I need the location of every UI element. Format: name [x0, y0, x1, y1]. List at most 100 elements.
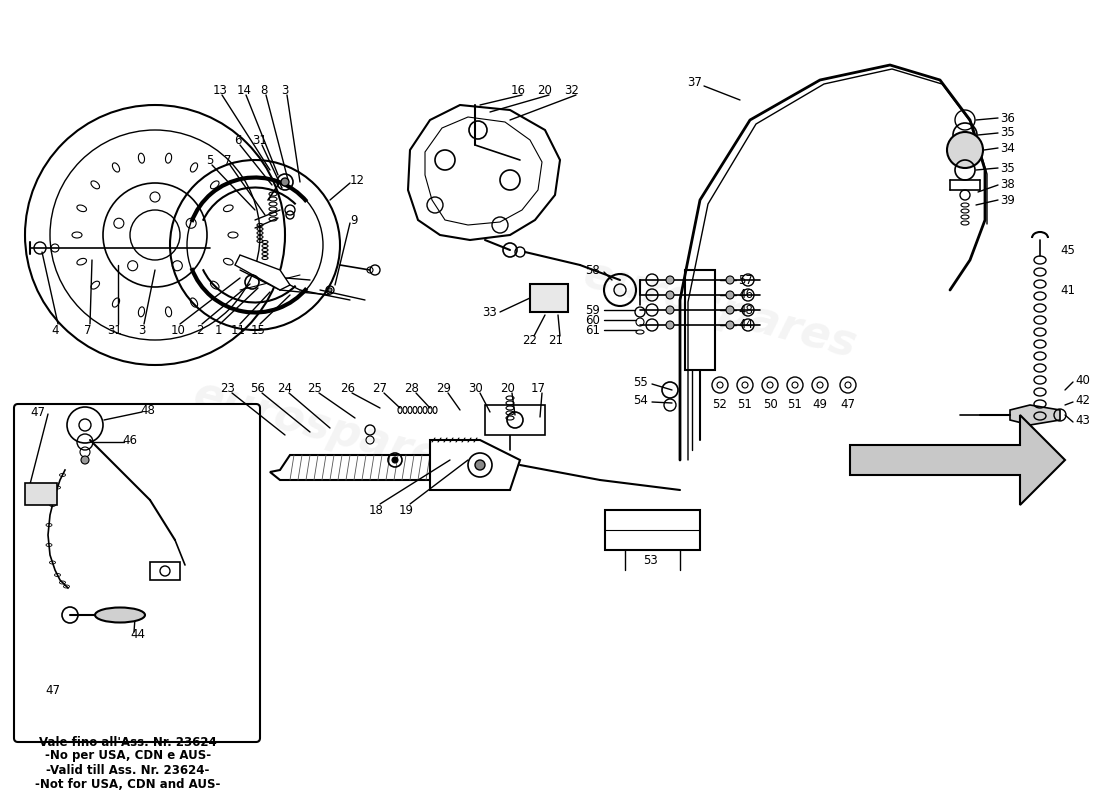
Circle shape [666, 291, 674, 299]
Text: 31: 31 [253, 134, 267, 146]
Text: 51: 51 [738, 398, 752, 411]
Text: 60: 60 [585, 314, 600, 326]
Text: 3: 3 [282, 83, 288, 97]
Text: 3: 3 [139, 323, 145, 337]
Text: 42: 42 [1075, 394, 1090, 406]
Text: -Not for USA, CDN and AUS-: -Not for USA, CDN and AUS- [35, 778, 221, 790]
Text: 7: 7 [224, 154, 232, 166]
Text: 35: 35 [1000, 162, 1014, 174]
Circle shape [666, 276, 674, 284]
Text: 6: 6 [234, 134, 242, 146]
Circle shape [666, 321, 674, 329]
Text: eurospares: eurospares [579, 253, 861, 367]
Circle shape [726, 291, 734, 299]
Text: 39: 39 [1000, 194, 1015, 206]
Text: 44: 44 [738, 318, 754, 331]
Text: 37: 37 [688, 75, 703, 89]
Ellipse shape [95, 607, 145, 622]
Text: 9: 9 [350, 214, 358, 226]
Polygon shape [235, 255, 290, 290]
Text: 43: 43 [1075, 414, 1090, 426]
Text: 46: 46 [738, 289, 754, 302]
Text: -No per USA, CDN e AUS-: -No per USA, CDN e AUS- [45, 750, 211, 762]
Text: 29: 29 [437, 382, 451, 394]
Polygon shape [485, 405, 544, 435]
Text: 58: 58 [585, 263, 600, 277]
Circle shape [726, 306, 734, 314]
Text: 36: 36 [1000, 111, 1015, 125]
Text: 41: 41 [1060, 283, 1075, 297]
Text: 47: 47 [30, 406, 45, 418]
Text: 10: 10 [170, 323, 186, 337]
Text: 52: 52 [713, 398, 727, 411]
Text: 54: 54 [634, 394, 648, 406]
Text: 48: 48 [141, 403, 155, 417]
Bar [25, 483, 57, 505]
Text: 31: 31 [108, 323, 122, 337]
Text: 38: 38 [1000, 178, 1014, 191]
Circle shape [81, 456, 89, 464]
Circle shape [475, 460, 485, 470]
Text: 33: 33 [483, 306, 497, 318]
Polygon shape [270, 455, 440, 480]
Text: 15: 15 [251, 323, 265, 337]
Text: 30: 30 [469, 382, 483, 394]
Text: 5: 5 [207, 154, 213, 166]
Circle shape [328, 288, 332, 292]
Text: 32: 32 [564, 83, 580, 97]
Text: 4: 4 [52, 323, 58, 337]
Polygon shape [685, 270, 715, 370]
Text: 12: 12 [350, 174, 365, 186]
Bar [530, 284, 568, 312]
Text: 19: 19 [398, 503, 414, 517]
Polygon shape [1010, 405, 1060, 425]
Text: 2: 2 [196, 323, 204, 337]
Circle shape [726, 321, 734, 329]
Text: 20: 20 [538, 83, 552, 97]
Text: 13: 13 [212, 83, 228, 97]
Text: 55: 55 [634, 375, 648, 389]
Text: 47: 47 [840, 398, 856, 411]
Text: -Valid till Ass. Nr. 23624-: -Valid till Ass. Nr. 23624- [46, 763, 210, 777]
Text: 53: 53 [642, 554, 658, 566]
Text: 18: 18 [368, 503, 384, 517]
Circle shape [392, 457, 398, 463]
Circle shape [947, 132, 983, 168]
Text: 46: 46 [122, 434, 138, 446]
Text: 11: 11 [231, 323, 245, 337]
Text: 14: 14 [236, 83, 252, 97]
Text: 26: 26 [341, 382, 355, 394]
Text: 44: 44 [130, 629, 145, 642]
Text: 25: 25 [308, 382, 322, 394]
Text: 51: 51 [788, 398, 802, 411]
Text: 27: 27 [373, 382, 387, 394]
Text: 50: 50 [762, 398, 778, 411]
Text: 57: 57 [738, 274, 752, 286]
Text: 47: 47 [45, 683, 60, 697]
Text: 28: 28 [405, 382, 419, 394]
Text: 1: 1 [214, 323, 222, 337]
Text: eurospares: eurospares [188, 373, 472, 487]
Text: 23: 23 [221, 382, 235, 394]
Text: 21: 21 [549, 334, 563, 346]
Text: 56: 56 [251, 382, 265, 394]
Text: 48: 48 [738, 303, 752, 317]
Text: 8: 8 [261, 83, 267, 97]
Circle shape [280, 178, 289, 186]
Text: 20: 20 [500, 382, 516, 394]
Text: 59: 59 [585, 303, 600, 317]
Text: 45: 45 [1060, 243, 1075, 257]
Circle shape [726, 276, 734, 284]
Text: -Vale fino all'Ass. Nr. 23624-: -Vale fino all'Ass. Nr. 23624- [35, 735, 221, 749]
Text: 40: 40 [1075, 374, 1090, 386]
Text: 24: 24 [277, 382, 293, 394]
Polygon shape [430, 440, 520, 490]
Text: 49: 49 [813, 398, 827, 411]
Text: 61: 61 [585, 323, 600, 337]
Circle shape [666, 306, 674, 314]
Text: 7: 7 [85, 323, 91, 337]
Polygon shape [850, 415, 1065, 505]
Polygon shape [605, 510, 700, 550]
Text: 34: 34 [1000, 142, 1015, 154]
Text: 35: 35 [1000, 126, 1014, 139]
